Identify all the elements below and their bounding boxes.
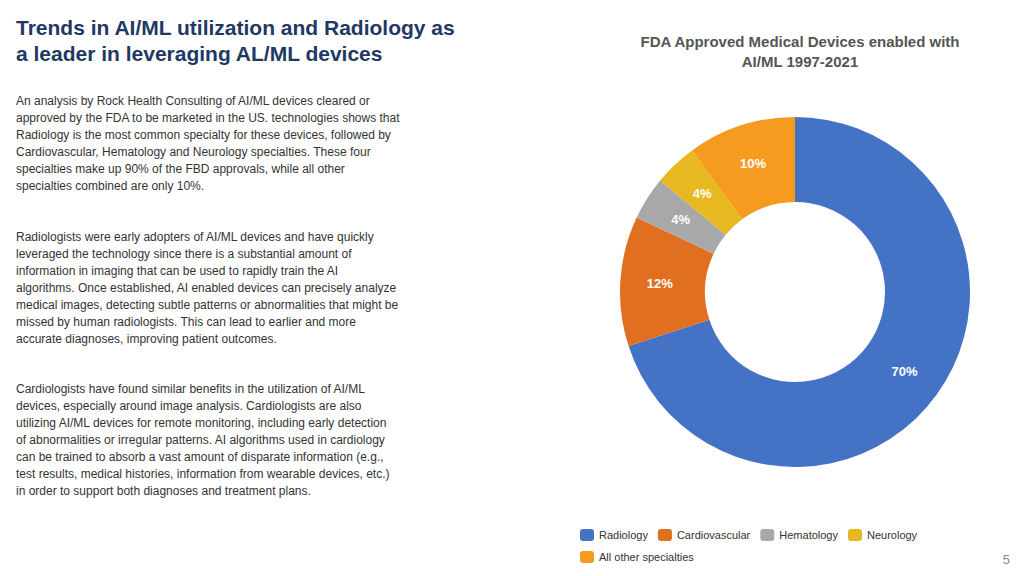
svg-text:accurate diagnoses, improving: accurate diagnoses, improving patient ou… [16,332,277,346]
svg-text:An analysis by Rock Health Con: An analysis by Rock Health Consulting of… [16,94,370,108]
svg-text:FDA Approved Medical Devices e: FDA Approved Medical Devices enabled wit… [641,33,960,50]
svg-text:specialties combined are only: specialties combined are only 10%. [16,179,204,193]
svg-text:Trends in AI/ML utilization an: Trends in AI/ML utilization and Radiolog… [16,16,455,39]
svg-text:can be trained to absorb a vas: can be trained to absorb a vast amount o… [16,450,384,464]
svg-text:4%: 4% [671,212,690,227]
svg-text:All other specialties: All other specialties [599,551,694,563]
svg-text:Radiologists were early adopte: Radiologists were early adopters of AI/M… [16,230,374,244]
svg-text:of abnormalities or irregular: of abnormalities or irregular patterns. … [16,433,385,447]
svg-text:information in imaging that ca: information in imaging that can be used … [16,264,338,278]
svg-text:10%: 10% [740,156,766,171]
svg-text:a leader in leveraging AL/ML d: a leader in leveraging AL/ML devices [16,42,382,65]
svg-text:Radiology: Radiology [599,529,648,541]
svg-text:algorithms. Once established,: algorithms. Once established, AI enabled… [16,281,397,295]
svg-text:leveraged the technology since: leveraged the technology since there is … [16,247,352,261]
svg-text:Cardiologists have found simil: Cardiologists have found similar benefit… [16,382,365,396]
svg-text:utilizing AI/ML devices for re: utilizing AI/ML devices for remote monit… [16,416,386,430]
svg-text:Neurology: Neurology [867,529,918,541]
svg-text:in order to support both diagn: in order to support both diagnoses and t… [16,484,311,498]
svg-text:devices, especially around ima: devices, especially around image analysi… [16,399,362,413]
svg-text:approved by the FDA to be mark: approved by the FDA to be marketed in th… [16,111,400,125]
svg-text:12%: 12% [647,276,673,291]
svg-text:test results, medical historie: test results, medical histories, informa… [16,467,389,481]
svg-text:Cardiovascular, Hematology and: Cardiovascular, Hematology and Neurology… [16,145,371,159]
svg-text:4%: 4% [693,186,712,201]
svg-text:Radiology is the most common s: Radiology is the most common specialty f… [16,128,391,142]
svg-text:specialties make up 90% of the: specialties make up 90% of the FBD appro… [16,162,345,176]
svg-text:5: 5 [1003,552,1010,567]
svg-text:AI/ML 1997-2021: AI/ML 1997-2021 [742,53,858,70]
svg-text:medical images, detecting subt: medical images, detecting subtle pattern… [16,298,399,312]
svg-text:Hematology: Hematology [779,529,838,541]
svg-text:Cardiovascular: Cardiovascular [677,529,751,541]
svg-text:70%: 70% [892,364,918,379]
svg-text:missed by human radiologists.: missed by human radiologists. This can l… [16,315,356,329]
